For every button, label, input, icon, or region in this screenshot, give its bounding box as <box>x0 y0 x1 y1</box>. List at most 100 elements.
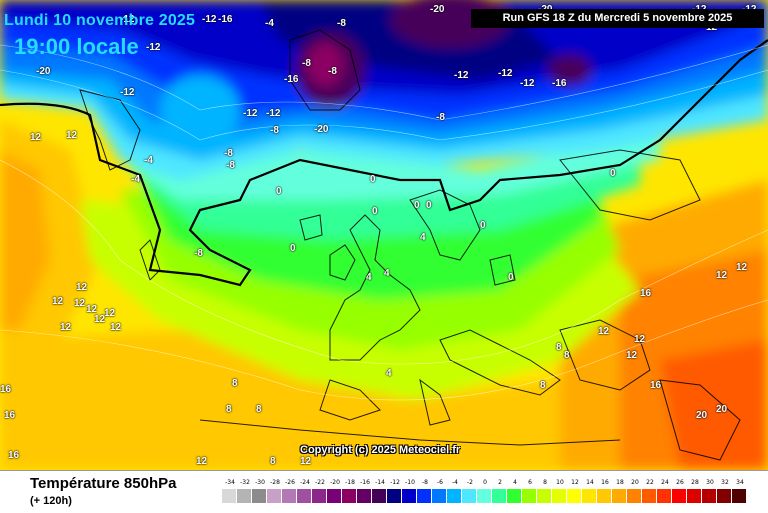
isotherm-value-label: 0 <box>610 168 616 179</box>
legend-item: -32 <box>237 479 253 503</box>
legend-label: 26 <box>676 479 684 486</box>
isotherm-value-label: -12 <box>243 108 258 119</box>
legend-label: 22 <box>646 479 654 486</box>
legend-item: -4 <box>447 479 463 503</box>
isotherm-value-label: 0 <box>508 272 514 283</box>
isotherm-value-label: 8 <box>556 342 562 353</box>
legend-swatch <box>327 489 341 503</box>
legend-swatch <box>252 489 266 503</box>
legend-label: -6 <box>437 479 443 486</box>
isotherm-value-label: -12 <box>454 70 469 81</box>
isotherm-value-label: 12 <box>52 296 64 307</box>
legend-swatch <box>297 489 311 503</box>
legend-label: -10 <box>405 479 415 486</box>
isotherm-value-label: -16 <box>284 74 299 85</box>
legend-swatch <box>222 489 236 503</box>
legend-label: -28 <box>270 479 280 486</box>
isotherm-value-label: 12 <box>66 130 78 141</box>
isotherm-value-label: 12 <box>634 334 646 345</box>
isotherm-value-label: 0 <box>480 220 486 231</box>
legend-swatch <box>612 489 626 503</box>
legend-label: -30 <box>255 479 265 486</box>
legend-item: -16 <box>357 479 373 503</box>
isotherm-value-label: 8 <box>540 380 546 391</box>
isotherm-value-label: -8 <box>194 248 203 259</box>
legend-label: -2 <box>467 479 473 486</box>
legend-item: -24 <box>297 479 313 503</box>
isotherm-value-label: -4 <box>265 18 274 29</box>
isotherm-value-label: -8 <box>337 18 346 29</box>
legend-swatch <box>717 489 731 503</box>
isotherm-value-label: 20 <box>716 404 728 415</box>
isotherm-value-label: 12 <box>196 456 208 467</box>
isotherm-value-label: 12 <box>110 322 122 333</box>
isotherm-value-label: 12 <box>104 308 116 319</box>
isotherm-value-label: -12 <box>120 87 135 98</box>
legend-swatch <box>642 489 656 503</box>
isotherm-value-label: 16 <box>0 384 12 395</box>
isotherm-value-label: -12 <box>498 68 513 79</box>
legend-item: 32 <box>717 479 733 503</box>
legend-swatch <box>447 489 461 503</box>
legend-item: -26 <box>282 479 298 503</box>
legend-swatch <box>657 489 671 503</box>
isotherm-value-label: -8 <box>302 58 311 69</box>
copyright-notice: Copyright (c) 2025 Meteociel.fr <box>300 444 461 456</box>
isotherm-value-label: 4 <box>366 272 372 283</box>
isotherm-value-label: 12 <box>736 262 748 273</box>
legend-item: 22 <box>642 479 658 503</box>
legend-swatch <box>702 489 716 503</box>
footer-bar: Température 850hPa (+ 120h) -34 -32 -30 -28… <box>0 470 768 513</box>
legend-label: -32 <box>240 479 250 486</box>
legend-label: 16 <box>601 479 609 486</box>
legend-label: 34 <box>736 479 744 486</box>
legend-swatch <box>687 489 701 503</box>
legend-swatch <box>267 489 281 503</box>
legend-swatch <box>417 489 431 503</box>
isotherm-value-label: -16 <box>218 14 233 25</box>
isotherm-value-label: -16 <box>552 78 567 89</box>
isotherm-value-label: -8 <box>226 160 235 171</box>
legend-swatch <box>552 489 566 503</box>
isotherm-value-label: -12 <box>120 14 135 25</box>
isotherm-value-label: 8 <box>564 350 570 361</box>
legend-swatch <box>597 489 611 503</box>
legend-item: -10 <box>402 479 418 503</box>
forecast-date: Lundi 10 novembre 2025 <box>4 12 196 29</box>
legend-swatch <box>507 489 521 503</box>
isotherm-value-label: 12 <box>626 350 638 361</box>
isotherm-value-label: 0 <box>414 200 420 211</box>
legend-item: 20 <box>627 479 643 503</box>
legend-item: -8 <box>417 479 433 503</box>
legend-label: -16 <box>360 479 370 486</box>
isotherm-value-label: 16 <box>8 450 20 461</box>
isotherm-value-label: 16 <box>640 288 652 299</box>
model-run-banner: Run GFS 18 Z du Mercredi 5 novembre 2025 <box>471 9 764 28</box>
isotherm-value-label: 0 <box>372 206 378 217</box>
forecast-hour: 19:00 locale <box>14 34 139 59</box>
isotherm-value-label: 12 <box>76 282 88 293</box>
isotherm-value-label: 0 <box>426 200 432 211</box>
legend-label: 8 <box>543 479 547 486</box>
legend-item: 24 <box>657 479 673 503</box>
legend-swatch <box>582 489 596 503</box>
legend-label: -26 <box>285 479 295 486</box>
isotherm-value-label: -8 <box>224 148 233 159</box>
legend-swatch <box>477 489 491 503</box>
legend-label: -12 <box>390 479 400 486</box>
legend-item: 12 <box>567 479 583 503</box>
isotherm-value-label: -8 <box>436 112 445 123</box>
legend-item: 26 <box>672 479 688 503</box>
isotherm-value-label: -20 <box>36 66 51 77</box>
legend-swatch <box>342 489 356 503</box>
legend-label: 6 <box>528 479 532 486</box>
legend-item: -34 <box>222 479 238 503</box>
legend-swatch <box>237 489 251 503</box>
isotherm-value-label: -8 <box>328 66 337 77</box>
legend-label: 24 <box>661 479 669 486</box>
isotherm-value-label: 12 <box>74 298 86 309</box>
legend-item: 30 <box>702 479 718 503</box>
legend-item: 6 <box>522 479 538 503</box>
legend-swatch <box>492 489 506 503</box>
isotherm-value-label: 4 <box>386 368 392 379</box>
